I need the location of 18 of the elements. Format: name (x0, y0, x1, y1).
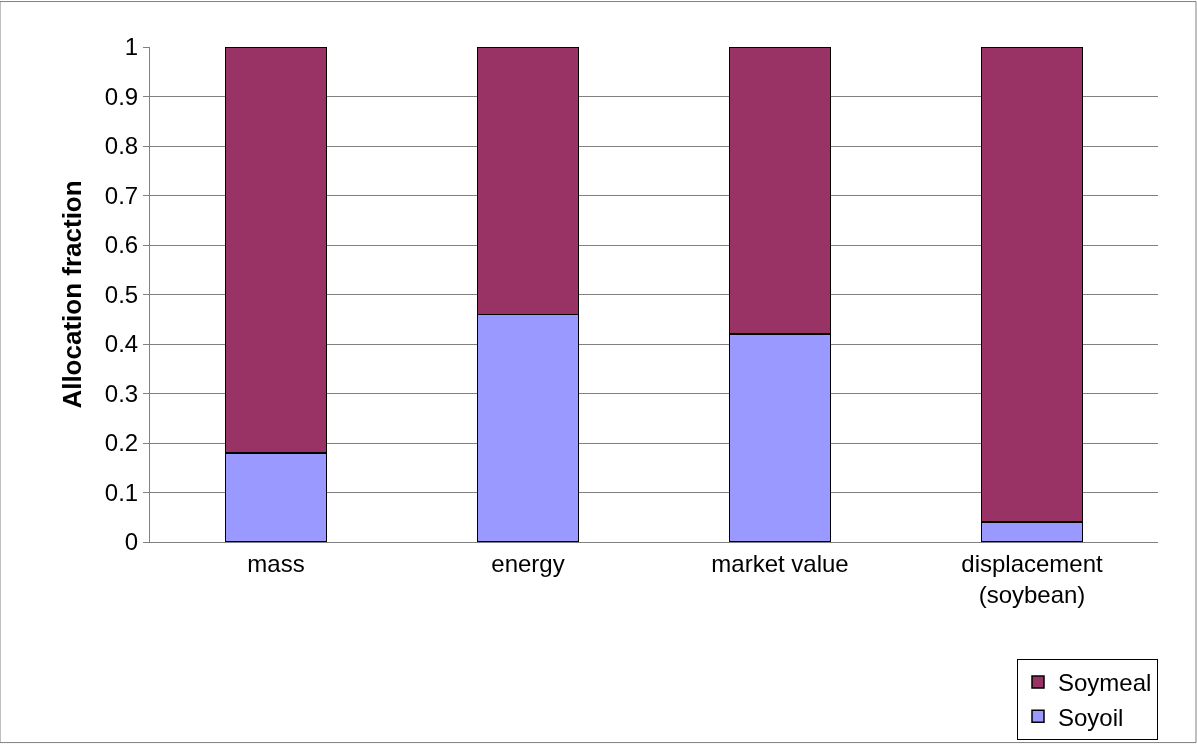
x-tick-label: energy (491, 549, 565, 577)
y-axis-title: Allocation fraction (57, 180, 88, 409)
y-tick-label: 0.7 (104, 181, 139, 209)
x-tick-label: displacement (soybean) (961, 549, 1104, 608)
x-tick-label: mass (247, 549, 305, 577)
legend-label: Soymeal (1058, 669, 1152, 697)
y-tick-label: 0.1 (104, 478, 139, 506)
y-tick-label: 0.8 (104, 132, 139, 160)
y-tick-label: 0 (124, 528, 139, 556)
legend-label: Soyoil (1058, 703, 1124, 731)
y-tick-label: 0.4 (104, 330, 139, 358)
y-tick-label: 0.3 (104, 379, 139, 407)
y-tick-label: 0.9 (104, 82, 139, 110)
y-tick-label: 0.2 (104, 429, 139, 457)
y-tick-label: 1 (124, 33, 139, 61)
y-tick-label: 0.6 (104, 231, 139, 259)
x-tick-label: market value (711, 549, 849, 577)
y-tick-label: 0.5 (104, 280, 139, 308)
